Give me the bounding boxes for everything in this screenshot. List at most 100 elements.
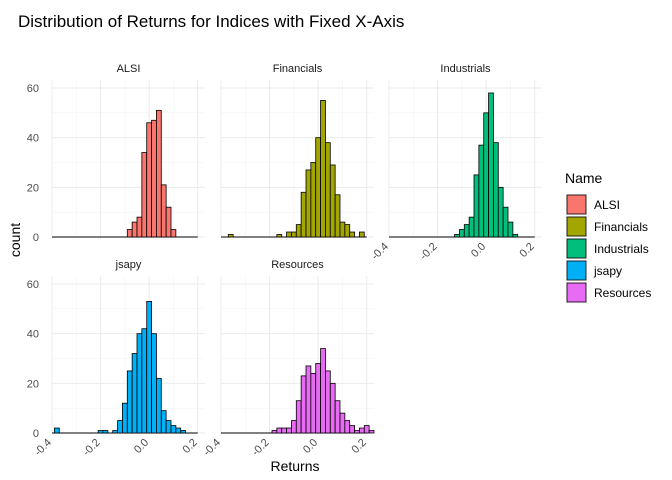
histogram-bar <box>507 221 514 238</box>
histogram-bar <box>102 430 109 434</box>
histogram-bar <box>368 430 375 434</box>
histogram-bar <box>146 122 152 238</box>
legend-label: Financials <box>594 220 648 234</box>
histogram-bar <box>329 382 336 434</box>
histogram-bar <box>165 420 172 434</box>
legend-label: Resources <box>594 286 651 300</box>
histogram-bar <box>141 152 148 238</box>
legend-item-financials: Financials <box>566 216 648 237</box>
legend-swatch <box>566 260 587 281</box>
y-tick-label: 60 <box>27 83 39 95</box>
x-tick-label: -0.2 <box>250 437 272 459</box>
y-tick-label: 20 <box>27 182 39 194</box>
x-tick-label: 0.2 <box>350 437 369 456</box>
facet-panel-alsi: ALSI 0 20 40 60 <box>27 63 205 244</box>
histogram-bar <box>286 427 292 434</box>
histogram-bar <box>160 410 167 434</box>
histogram-bar <box>160 184 167 238</box>
histogram-bar <box>97 430 104 434</box>
histogram-bar <box>315 137 321 238</box>
histogram-bar <box>126 229 133 238</box>
histogram-bar <box>295 400 302 434</box>
legend-item-alsi: ALSI <box>566 194 620 215</box>
facet-panel-financials: Financials <box>220 63 374 238</box>
histogram-bar <box>170 425 177 434</box>
histogram-bar <box>354 430 360 434</box>
histogram-bar <box>136 216 143 238</box>
x-tick-label: 0.0 <box>301 437 320 456</box>
histogram-bar <box>165 206 172 238</box>
histogram-bar <box>359 231 365 238</box>
x-tick-label: 0.0 <box>132 437 151 456</box>
histogram-bar <box>131 221 138 238</box>
histogram-bar <box>151 119 157 238</box>
histogram-bar <box>281 427 287 434</box>
histogram-bar <box>363 425 370 434</box>
legend-swatch <box>566 238 587 259</box>
histogram-bar <box>276 234 283 238</box>
legend-label: ALSI <box>594 198 620 212</box>
histogram-bar <box>497 186 504 238</box>
histogram-bar <box>454 234 460 238</box>
legend-item-jsapy: jsapy <box>566 260 622 281</box>
legend-label: Industrials <box>594 242 649 256</box>
histogram-bar <box>488 92 494 238</box>
y-tick-label: 0 <box>33 428 39 440</box>
histogram-bar <box>151 333 157 434</box>
histogram-bar <box>325 370 331 434</box>
histogram-bar <box>305 169 312 238</box>
legend: Name ALSI Financials Industrials jsapy Resou… <box>565 170 651 303</box>
facet-strip-label: Industrials <box>440 63 491 75</box>
histogram-bar <box>300 191 307 238</box>
y-tick-label: 40 <box>27 329 39 341</box>
histogram-bar <box>295 224 302 238</box>
histogram-bar <box>478 144 485 238</box>
histogram-bar <box>227 234 234 238</box>
facet-strip-label: jsapy <box>115 259 142 271</box>
histogram-bar <box>291 420 297 434</box>
x-tick-label: -0.4 <box>201 437 223 459</box>
facet-panel-resources: Resources -0.4 -0.2 0.0 0.2 <box>201 259 375 459</box>
histogram-bar <box>344 420 351 434</box>
histogram-bar <box>334 400 341 434</box>
histogram-bar <box>512 234 519 238</box>
histogram-bar <box>349 231 355 238</box>
facet-strip-label: Financials <box>273 63 323 75</box>
facet-strip-label: Resources <box>271 259 324 271</box>
x-tick-label: 0.2 <box>518 241 537 260</box>
histogram-bar <box>349 425 355 434</box>
histogram-bar <box>468 216 475 238</box>
histogram-bar <box>344 224 351 238</box>
histogram-bar <box>291 231 297 238</box>
histogram-bar <box>315 363 321 434</box>
histogram-bar <box>502 206 509 238</box>
histogram-bar <box>473 174 480 238</box>
x-tick-label: -0.2 <box>418 241 440 263</box>
histogram-bar <box>320 100 326 238</box>
histogram-bar <box>325 142 331 238</box>
histogram-bar <box>339 221 346 238</box>
histogram-bar <box>305 365 312 434</box>
histogram-bar <box>146 300 152 434</box>
histogram-bar <box>54 427 60 434</box>
histogram-bar <box>112 430 118 434</box>
y-tick-label: 40 <box>27 133 39 145</box>
histogram-bar <box>493 142 499 238</box>
histogram-bar <box>141 328 148 434</box>
histogram-bar <box>175 427 182 434</box>
x-axis-title: Returns <box>270 458 319 474</box>
histogram-bar <box>131 353 138 434</box>
facet-strip-label: ALSI <box>117 63 141 75</box>
histogram-bar <box>156 377 162 434</box>
legend-title: Name <box>565 170 603 186</box>
x-tick-label: 0.0 <box>469 241 488 260</box>
histogram-bar <box>310 162 317 238</box>
x-tick-label: -0.2 <box>81 437 103 459</box>
x-tick-label: 0.2 <box>181 437 200 456</box>
histogram-bar <box>339 412 346 434</box>
y-tick-label: 60 <box>27 279 39 291</box>
histogram-bar <box>300 375 307 434</box>
histogram-bar <box>483 112 489 238</box>
